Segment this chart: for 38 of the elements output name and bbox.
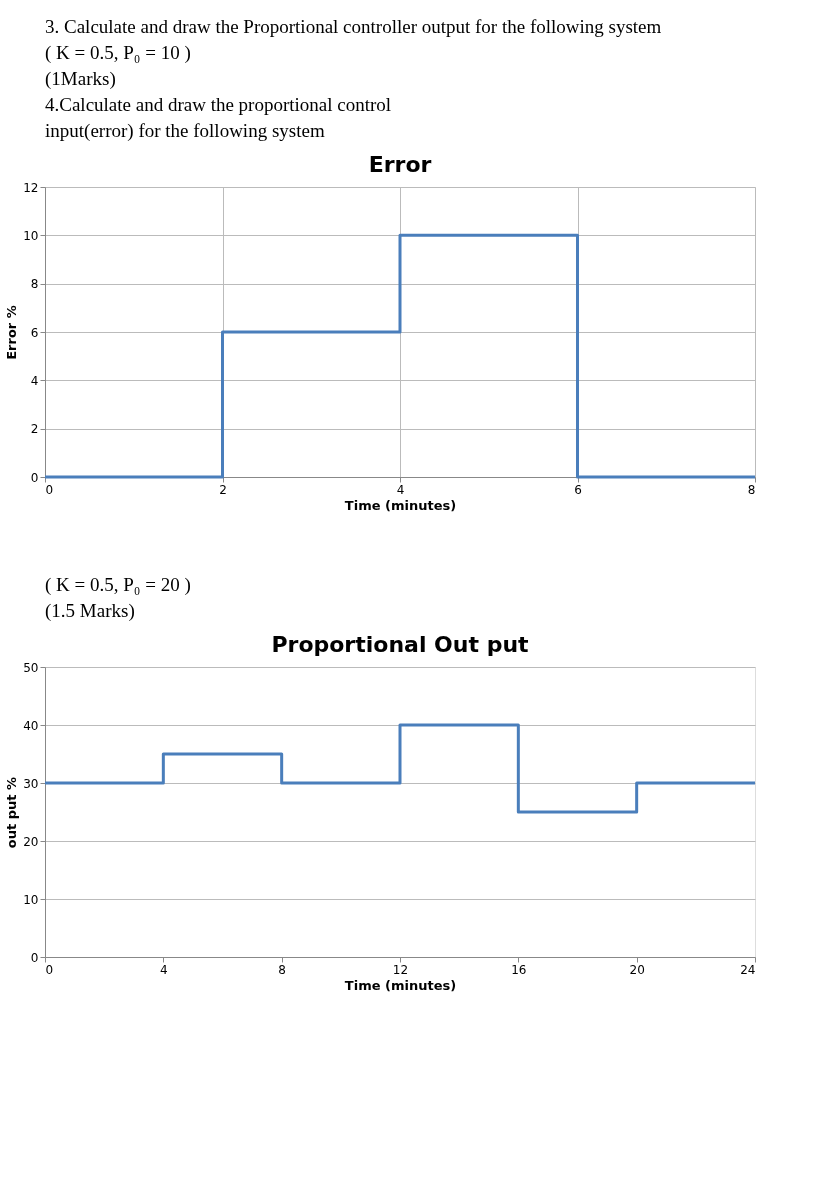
y-axis-title: Error %: [4, 305, 20, 360]
text: 3. Calculate and draw the Proportional controller output for the following system: [45, 16, 662, 37]
y-tick-label: 12: [23, 180, 39, 195]
x-tick-label: 0: [45, 482, 54, 497]
x-tick-label: 24: [740, 962, 756, 977]
y-tick-label: 20: [23, 834, 39, 849]
y-tick-label: 6: [30, 325, 39, 340]
x-tick-label: 2: [219, 482, 227, 497]
x-tick-label: 0: [45, 962, 54, 977]
x-tick-label: 20: [629, 962, 645, 977]
y-tick-label: 8: [30, 277, 39, 292]
text: (1.5 Marks): [45, 600, 135, 622]
chart-title: Proportional Out put: [271, 632, 530, 657]
x-tick-label: 12: [392, 962, 409, 977]
x-tick-label: 8: [747, 482, 756, 497]
x-axis-title: Time (minutes): [344, 497, 457, 513]
chart-title: Error: [368, 152, 432, 177]
y-tick-label: 50: [23, 660, 39, 675]
text: ( K = 0.5, P₀ = 20 ): [45, 574, 191, 596]
y-axis-title: out put %: [4, 776, 20, 849]
text: input(error) for the following system: [45, 120, 325, 142]
y-tick-label: 10: [23, 228, 39, 243]
x-axis-title: Time (minutes): [344, 977, 457, 993]
y-tick-label: 0: [30, 470, 39, 485]
y-tick-label: 40: [23, 718, 39, 733]
text: (1Marks): [45, 68, 116, 90]
text: 4.Calculate and draw the proportional control: [45, 94, 392, 115]
y-tick-label: 10: [23, 892, 39, 907]
x-tick-label: 6: [574, 482, 582, 497]
x-tick-label: 4: [396, 482, 405, 497]
y-tick-label: 4: [30, 373, 39, 388]
y-tick-label: 0: [30, 950, 39, 965]
x-tick-label: 16: [511, 962, 527, 977]
y-tick-label: 30: [23, 776, 39, 791]
y-tick-label: 2: [30, 422, 39, 437]
x-tick-label: 4: [160, 962, 168, 977]
text: ( K = 0.5, P₀ = 10 ): [45, 42, 191, 64]
x-tick-label: 8: [278, 962, 286, 977]
